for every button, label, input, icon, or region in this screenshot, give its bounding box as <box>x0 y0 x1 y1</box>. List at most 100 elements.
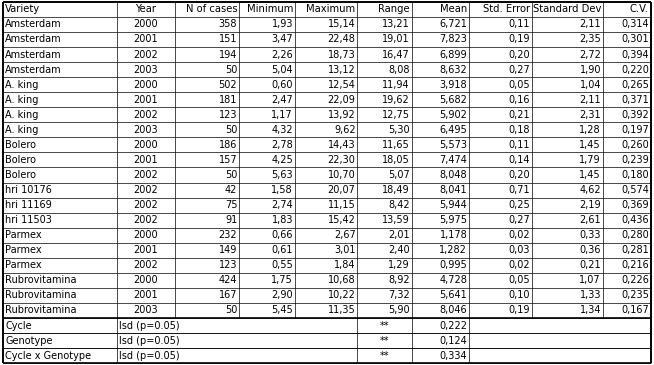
Text: 0,995: 0,995 <box>439 260 467 270</box>
Text: A. king: A. king <box>5 95 39 105</box>
Text: 2,19: 2,19 <box>579 200 601 210</box>
Text: **: ** <box>380 335 389 346</box>
Text: Minimum: Minimum <box>247 4 293 14</box>
Text: 0,20: 0,20 <box>508 50 530 59</box>
Text: 50: 50 <box>225 306 237 315</box>
Text: 2,01: 2,01 <box>388 230 410 240</box>
Text: Rubrovitamina: Rubrovitamina <box>5 291 77 300</box>
Text: 1,83: 1,83 <box>271 215 293 225</box>
Text: 0,27: 0,27 <box>508 215 530 225</box>
Text: 0,66: 0,66 <box>271 230 293 240</box>
Text: 2000: 2000 <box>133 80 158 90</box>
Text: 0,61: 0,61 <box>271 245 293 255</box>
Text: 5,902: 5,902 <box>439 110 467 120</box>
Text: 19,62: 19,62 <box>382 95 410 105</box>
Text: Std. Error: Std. Error <box>483 4 530 14</box>
Text: 0,19: 0,19 <box>508 34 530 45</box>
Text: 0,16: 0,16 <box>508 95 530 105</box>
Text: 75: 75 <box>225 200 237 210</box>
Text: 0,03: 0,03 <box>508 245 530 255</box>
Text: 8,046: 8,046 <box>439 306 467 315</box>
Text: 10,70: 10,70 <box>328 170 356 180</box>
Text: 10,22: 10,22 <box>328 291 356 300</box>
Text: 0,21: 0,21 <box>508 110 530 120</box>
Text: 2,47: 2,47 <box>271 95 293 105</box>
Text: 2,74: 2,74 <box>271 200 293 210</box>
Text: 123: 123 <box>218 110 237 120</box>
Text: 1,178: 1,178 <box>439 230 467 240</box>
Text: 0,11: 0,11 <box>508 140 530 150</box>
Text: 8,08: 8,08 <box>388 65 410 74</box>
Text: 0,25: 0,25 <box>508 200 530 210</box>
Text: 50: 50 <box>225 125 237 135</box>
Text: 3,47: 3,47 <box>271 34 293 45</box>
Text: 5,944: 5,944 <box>439 200 467 210</box>
Text: 2002: 2002 <box>133 50 158 59</box>
Text: 232: 232 <box>218 230 237 240</box>
Text: 11,35: 11,35 <box>328 306 356 315</box>
Text: 1,33: 1,33 <box>579 291 601 300</box>
Text: 2000: 2000 <box>133 275 158 285</box>
Text: Parmex: Parmex <box>5 245 42 255</box>
Text: 20,07: 20,07 <box>328 185 356 195</box>
Text: 0,27: 0,27 <box>508 65 530 74</box>
Text: 11,15: 11,15 <box>328 200 356 210</box>
Text: 50: 50 <box>225 65 237 74</box>
Text: 1,79: 1,79 <box>579 155 601 165</box>
Text: 1,45: 1,45 <box>579 140 601 150</box>
Text: 2000: 2000 <box>133 140 158 150</box>
Text: hri 10176: hri 10176 <box>5 185 52 195</box>
Text: 2,11: 2,11 <box>579 19 601 30</box>
Text: 0,281: 0,281 <box>621 245 649 255</box>
Text: 5,30: 5,30 <box>388 125 410 135</box>
Text: Rubrovitamina: Rubrovitamina <box>5 275 77 285</box>
Text: 5,641: 5,641 <box>439 291 467 300</box>
Text: 358: 358 <box>218 19 237 30</box>
Text: 0,235: 0,235 <box>621 291 649 300</box>
Text: 0,239: 0,239 <box>621 155 649 165</box>
Text: 157: 157 <box>218 155 237 165</box>
Text: 9,62: 9,62 <box>334 125 356 135</box>
Text: Rubrovitamina: Rubrovitamina <box>5 306 77 315</box>
Text: A. king: A. king <box>5 80 39 90</box>
Text: 0,19: 0,19 <box>508 306 530 315</box>
Text: A. king: A. king <box>5 125 39 135</box>
Text: 4,32: 4,32 <box>271 125 293 135</box>
Text: 0,36: 0,36 <box>579 245 601 255</box>
Text: 0,280: 0,280 <box>621 230 649 240</box>
Text: 5,45: 5,45 <box>271 306 293 315</box>
Text: 5,63: 5,63 <box>271 170 293 180</box>
Text: 2,26: 2,26 <box>271 50 293 59</box>
Text: Amsterdam: Amsterdam <box>5 19 62 30</box>
Text: 2,67: 2,67 <box>334 230 356 240</box>
Text: Standard Dev: Standard Dev <box>532 4 601 14</box>
Text: Cycle: Cycle <box>5 320 32 331</box>
Text: 42: 42 <box>225 185 237 195</box>
Text: 2003: 2003 <box>133 125 158 135</box>
Text: 2,72: 2,72 <box>579 50 601 59</box>
Text: 181: 181 <box>219 95 237 105</box>
Text: 0,05: 0,05 <box>508 80 530 90</box>
Text: 15,14: 15,14 <box>328 19 356 30</box>
Text: 0,20: 0,20 <box>508 170 530 180</box>
Text: 8,041: 8,041 <box>439 185 467 195</box>
Text: 1,34: 1,34 <box>579 306 601 315</box>
Text: 19,01: 19,01 <box>383 34 410 45</box>
Text: 13,92: 13,92 <box>328 110 356 120</box>
Text: **: ** <box>380 320 389 331</box>
Text: 2,61: 2,61 <box>579 215 601 225</box>
Text: 2,35: 2,35 <box>579 34 601 45</box>
Text: 2,90: 2,90 <box>271 291 293 300</box>
Text: 0,436: 0,436 <box>621 215 649 225</box>
Text: Variety: Variety <box>5 4 41 14</box>
Text: 6,721: 6,721 <box>439 19 467 30</box>
Text: Amsterdam: Amsterdam <box>5 65 62 74</box>
Text: hri 11169: hri 11169 <box>5 200 52 210</box>
Text: 10,68: 10,68 <box>328 275 356 285</box>
Text: 22,48: 22,48 <box>328 34 356 45</box>
Text: 1,84: 1,84 <box>334 260 356 270</box>
Text: 18,73: 18,73 <box>328 50 356 59</box>
Text: 12,54: 12,54 <box>328 80 356 90</box>
Text: 2,40: 2,40 <box>388 245 410 255</box>
Text: 2002: 2002 <box>133 200 158 210</box>
